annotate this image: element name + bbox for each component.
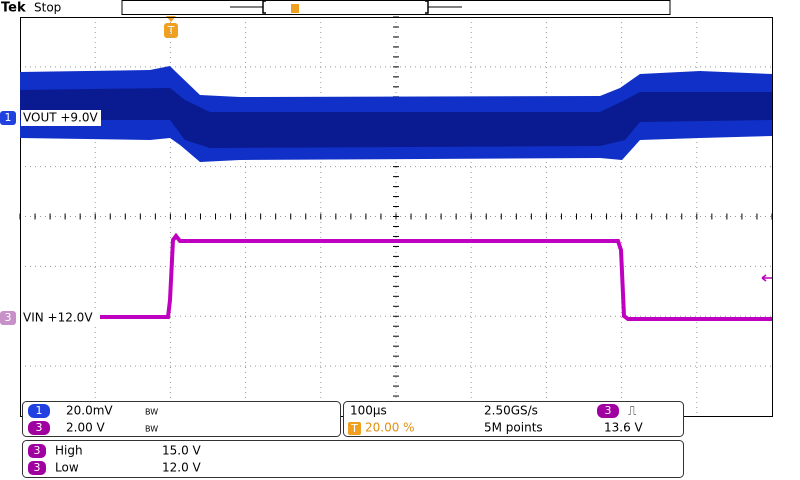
ch-number: 3 <box>36 421 43 434</box>
ch3-label: VIN +12.0V <box>23 311 93 325</box>
ch-bandwidth: BW <box>145 408 158 417</box>
trigger-marker <box>164 23 178 38</box>
ch3-badge <box>0 311 16 325</box>
ch1-label-bg <box>21 110 101 126</box>
meas-source: 3 <box>34 444 41 457</box>
trigger-position: 20.00 % <box>365 421 415 435</box>
trigger-slope: ⎍ <box>628 404 637 418</box>
meas-source: 3 <box>34 461 41 474</box>
badge <box>348 422 361 435</box>
ch-number: 1 <box>36 404 43 417</box>
trigger-level: 13.6 V <box>604 421 644 435</box>
badge <box>597 404 619 418</box>
ch-scale: 20.0mV <box>66 404 113 418</box>
ch-bandwidth: BW <box>145 425 158 434</box>
record-length: 5M points <box>484 421 543 435</box>
badge <box>28 444 46 458</box>
meas-name: Low <box>55 461 79 475</box>
trigger-level-arrow <box>761 274 772 282</box>
trigger-pos-icon-label: T <box>350 422 358 435</box>
ch-scale: 2.00 V <box>66 421 106 435</box>
ch1-badge <box>0 111 16 125</box>
badge <box>28 404 50 418</box>
trigger-marker-label: T <box>167 24 175 37</box>
record-view <box>121 0 671 15</box>
ch3-waveform <box>100 232 772 321</box>
brand: Tek <box>1 1 26 16</box>
ch3-number: 3 <box>5 311 12 324</box>
ch1-label: VOUT +9.0V <box>23 111 99 125</box>
trigger-pos-icon <box>291 4 299 13</box>
status: Stop <box>34 1 61 15</box>
view-bracket <box>262 0 429 14</box>
vertical-panel <box>22 401 341 437</box>
trigger-source: 3 <box>605 404 612 417</box>
badge <box>28 461 46 475</box>
ch1-waveform-core <box>20 88 772 148</box>
measurement-panel <box>22 440 684 478</box>
meas-name: High <box>55 444 83 458</box>
time-scale: 100µs <box>350 404 387 418</box>
ch3-label-bg <box>21 310 99 326</box>
meas-value: 12.0 V <box>162 461 202 475</box>
trigger-arrow <box>166 16 176 22</box>
meas-value: 15.0 V <box>162 444 202 458</box>
sample-rate: 2.50GS/s <box>484 404 538 418</box>
ch1-number: 1 <box>5 111 12 124</box>
badge <box>28 421 50 435</box>
